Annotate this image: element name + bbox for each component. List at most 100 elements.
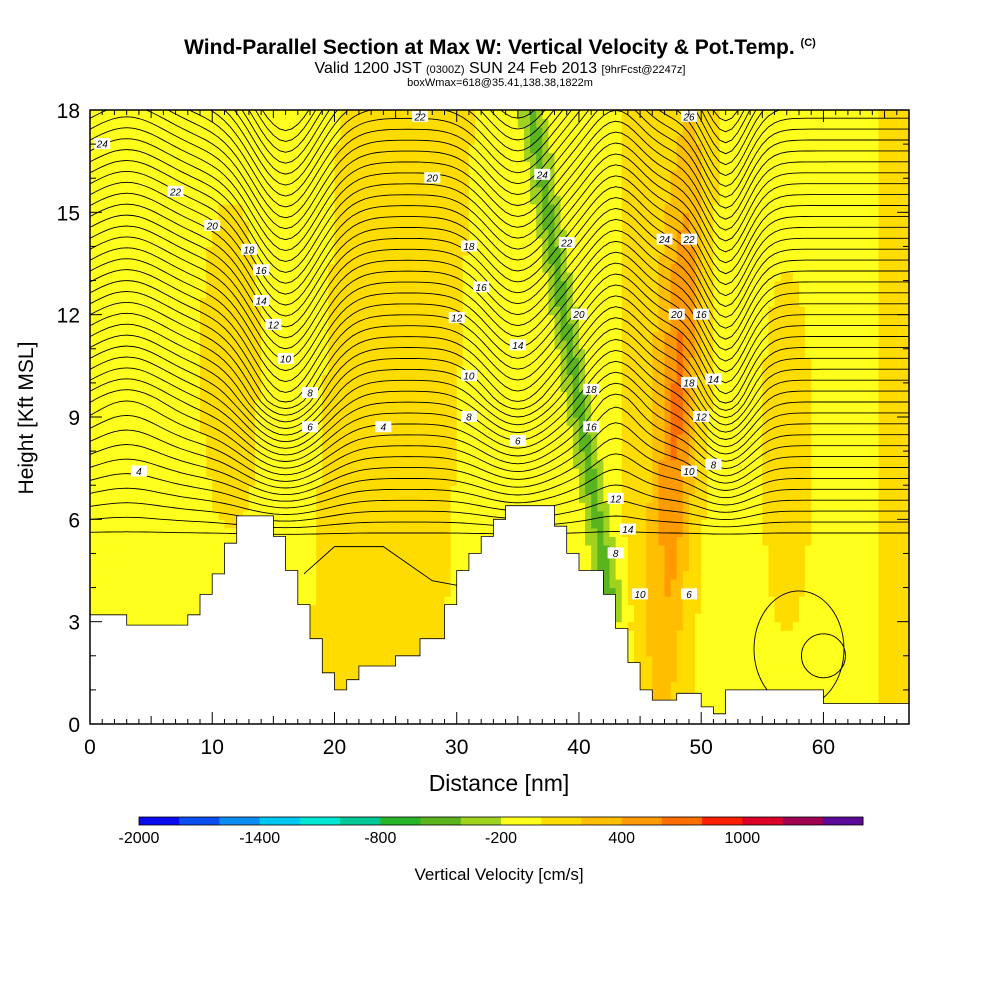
field-cell (157, 254, 164, 265)
field-cell (328, 536, 336, 546)
field-cell (187, 323, 195, 333)
field-cell (505, 391, 513, 401)
field-cell (248, 459, 256, 469)
field-cell (481, 399, 488, 410)
field-cell (328, 127, 336, 137)
field-cell (365, 246, 372, 256)
field-cell (438, 417, 446, 427)
field-cell (420, 297, 427, 307)
field-cell (285, 340, 293, 350)
field-cell (358, 510, 366, 520)
field-cell (120, 391, 128, 401)
field-cell (230, 178, 238, 188)
field-cell (371, 459, 378, 469)
field-cell (151, 476, 158, 486)
field-cell (426, 323, 433, 333)
field-cell (383, 348, 391, 358)
field-cell (206, 365, 213, 375)
field-cell (169, 451, 177, 461)
field-cell (267, 254, 274, 265)
field-cell (377, 493, 384, 503)
field-cell (108, 519, 116, 529)
field-cell (340, 630, 348, 640)
field-cell (401, 468, 409, 478)
field-cell (132, 246, 140, 256)
field-cell (224, 434, 232, 444)
field-cell (218, 144, 226, 154)
field-cell (291, 289, 299, 299)
field-cell (334, 485, 342, 495)
field-cell (248, 289, 256, 299)
field-cell (413, 544, 421, 555)
field-cell (96, 289, 103, 299)
field-cell (303, 596, 311, 606)
field-cell (420, 186, 427, 196)
field-cell (90, 272, 97, 282)
field-cell (132, 220, 140, 230)
field-cell (224, 391, 232, 401)
field-cell (499, 510, 507, 520)
field-cell (426, 306, 433, 316)
field-cell (181, 544, 189, 555)
field-cell (242, 229, 250, 239)
field-cell (383, 161, 391, 171)
field-cell (230, 195, 238, 205)
field-cell (236, 272, 244, 282)
field-cell (120, 357, 128, 367)
field-cell (475, 459, 482, 469)
field-cell (218, 374, 226, 384)
field-cell (291, 527, 299, 537)
field-cell (273, 425, 281, 435)
field-cell (267, 237, 274, 248)
field-cell (475, 485, 482, 495)
field-cell (456, 365, 464, 375)
field-cell (505, 195, 513, 205)
field-cell (273, 331, 281, 341)
field-cell (450, 212, 458, 222)
field-cell (291, 391, 299, 401)
field-cell (401, 502, 409, 512)
field-cell (248, 110, 256, 120)
field-cell (279, 237, 287, 248)
field-cell (456, 161, 464, 171)
field-cell (90, 510, 97, 520)
field-cell (487, 254, 494, 265)
field-cell (285, 434, 293, 444)
field-cell (352, 672, 360, 682)
field-cell (96, 357, 103, 367)
field-cell (334, 135, 342, 145)
field-cell (126, 579, 134, 589)
field-cell (499, 348, 507, 358)
field-cell (358, 630, 366, 640)
field-cell (206, 254, 213, 265)
field-cell (132, 272, 140, 282)
field-cell (114, 561, 122, 572)
field-cell (352, 570, 360, 580)
field-cell (151, 374, 158, 384)
field-cell (126, 536, 134, 546)
field-cell (462, 544, 470, 555)
field-cell (132, 203, 140, 213)
field-cell (395, 417, 403, 427)
field-cell (352, 229, 360, 239)
field-cell (475, 442, 482, 452)
field-cell (132, 425, 140, 435)
field-cell (138, 374, 146, 384)
field-cell (175, 135, 183, 145)
field-cell (285, 451, 293, 461)
field-cell (432, 297, 439, 307)
field-cell (218, 195, 226, 205)
field-cell (181, 399, 189, 410)
field-cell (303, 110, 311, 120)
field-cell (432, 203, 439, 213)
field-cell (96, 237, 103, 248)
field-cell (242, 434, 250, 444)
field-cell (493, 169, 501, 179)
field-cell (377, 579, 384, 589)
field-cell (334, 655, 342, 665)
field-cell (236, 229, 244, 239)
field-cell (401, 263, 409, 273)
field-cell (383, 570, 391, 580)
field-cell (487, 212, 494, 222)
field-cell (132, 434, 140, 444)
